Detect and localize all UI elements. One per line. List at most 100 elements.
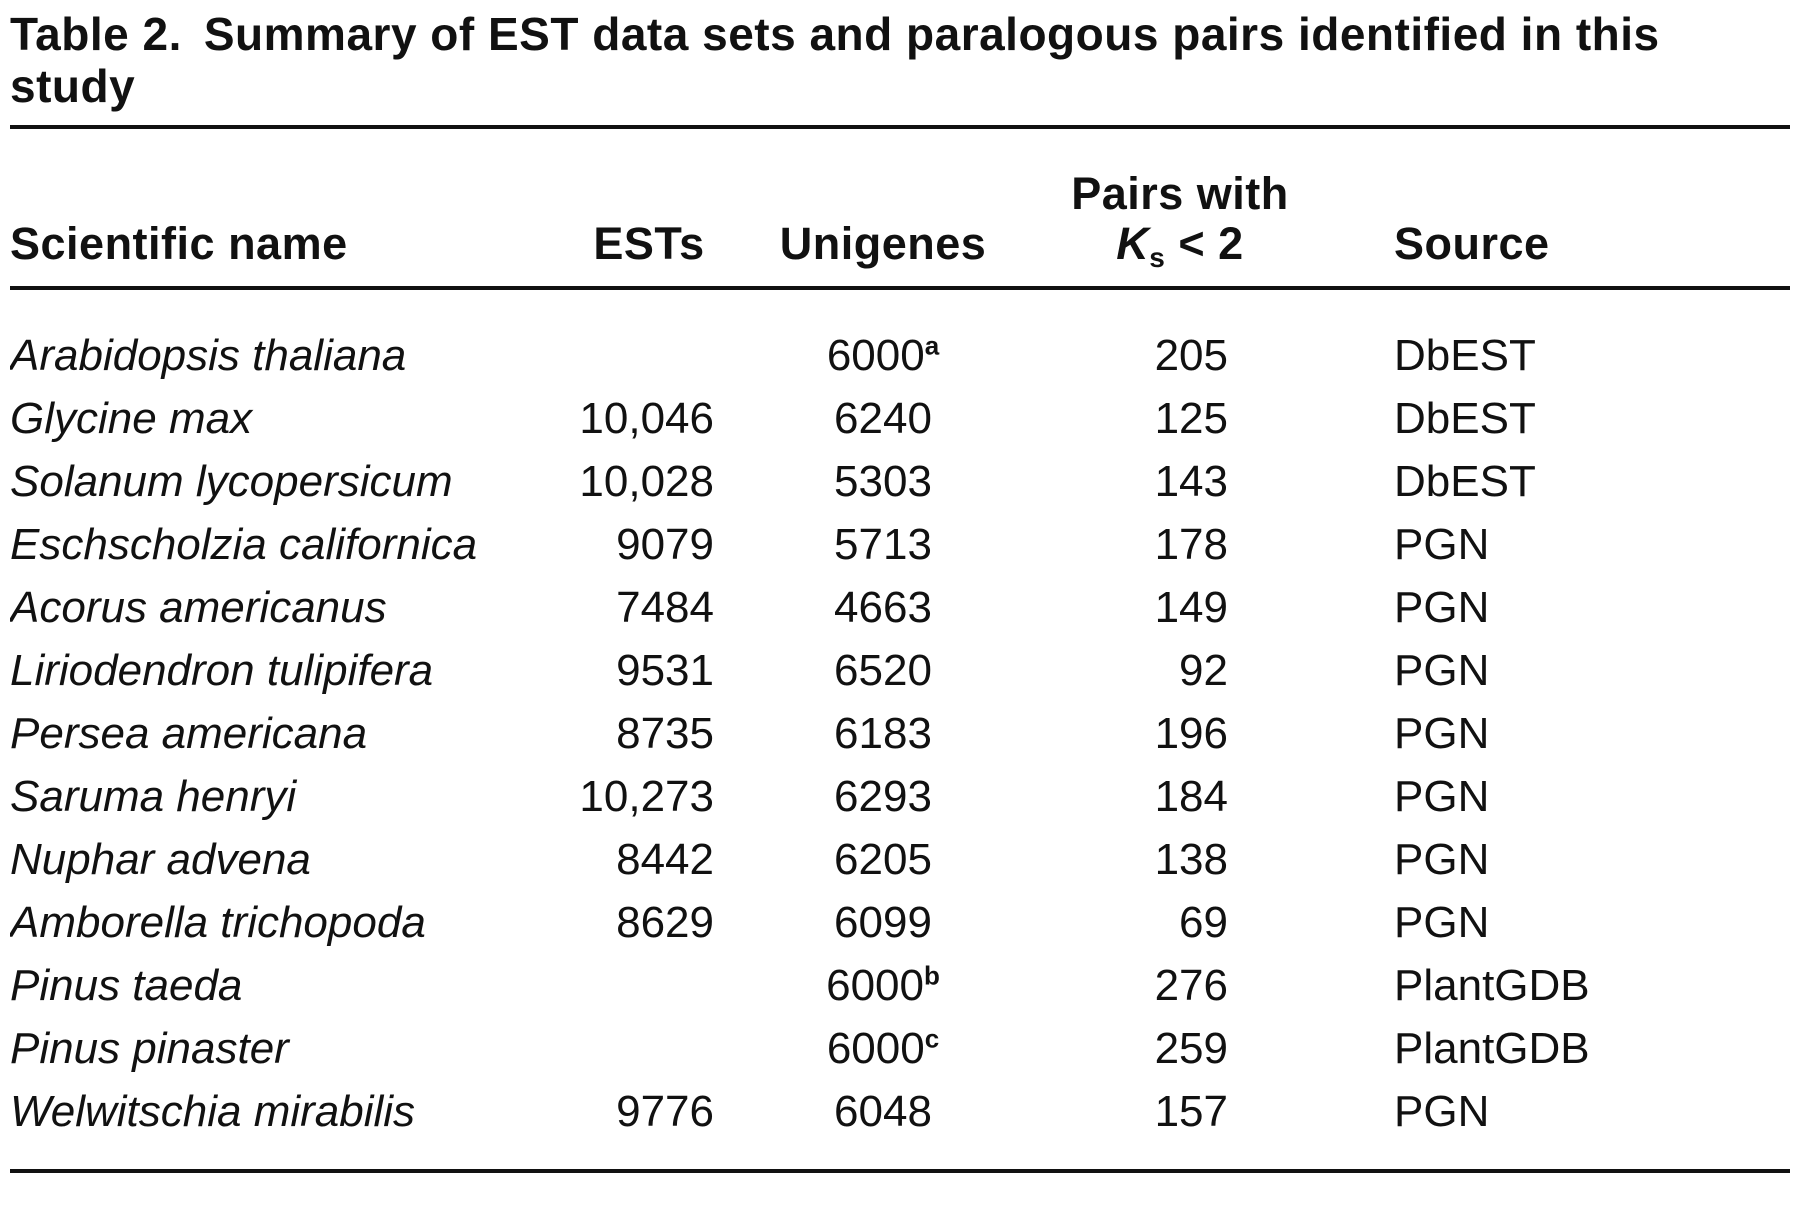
table-header-row: Scientific name ESTs Unigenes Pairs with… — [10, 129, 1790, 288]
unigenes-value: 6183 — [834, 708, 932, 758]
cell-unigenes: 6099 — [730, 891, 1036, 954]
ks-symbol: K — [1116, 218, 1150, 270]
scientific-name-text: Solanum lycopersicum — [10, 456, 453, 506]
cell-pairs: 125 — [1154, 393, 1228, 443]
scientific-name-text: Acorus americanus — [10, 582, 387, 632]
cell-ests: 7484 — [616, 582, 714, 632]
cell-ests: 9079 — [616, 519, 714, 569]
cell-ests — [568, 954, 730, 1017]
table-row: Nuphar advena 8442 6205 138 PGN — [10, 828, 1790, 891]
unigenes-value: 6099 — [834, 897, 932, 947]
unigenes-value: 6240 — [834, 393, 932, 443]
cell-scientific-name: Liriodendron tulipifera — [10, 639, 568, 702]
cell-ests: 8735 — [616, 708, 714, 758]
cell-source: PGN — [1394, 645, 1490, 695]
cell-source: PGN — [1394, 708, 1490, 758]
table-row: Acorus americanus 7484 4663 149 PGN — [10, 576, 1790, 639]
col-header-ests: ESTs — [593, 217, 705, 269]
table-row: Amborella trichopoda 8629 6099 69 PGN — [10, 891, 1790, 954]
unigenes-superscript: a — [924, 330, 940, 360]
cell-unigenes: 6240 — [730, 387, 1036, 450]
unigenes-value: 6000 — [826, 1023, 925, 1073]
title-divider-rule — [10, 124, 1790, 129]
cell-unigenes: 5303 — [730, 450, 1036, 513]
cell-scientific-name: Nuphar advena — [10, 828, 568, 891]
cell-unigenes: 6520 — [730, 639, 1036, 702]
unigenes-value: 6000 — [826, 330, 925, 380]
cell-pairs: 276 — [1154, 960, 1228, 1010]
pairs-header-line1: Pairs with — [1071, 167, 1289, 219]
unigenes-superscript: b — [924, 960, 940, 990]
cell-source: DbEST — [1394, 393, 1536, 443]
cell-scientific-name: Welwitschia mirabilis — [10, 1080, 568, 1171]
pairs-header-line2: Ks < 2 — [1036, 218, 1324, 272]
table-row: Saruma henryi 10,273 6293 184 PGN — [10, 765, 1790, 828]
cell-source: PGN — [1394, 771, 1490, 821]
cell-pairs: 149 — [1154, 582, 1228, 632]
col-header-unigenes: Unigenes — [779, 217, 987, 269]
cell-pairs: 259 — [1154, 1023, 1228, 1073]
unigenes-value: 5303 — [834, 456, 932, 506]
table-row: Glycine max 10,046 6240 125 DbEST — [10, 387, 1790, 450]
table-row: Solanum lycopersicum 10,028 5303 143 DbE… — [10, 450, 1790, 513]
cell-scientific-name: Arabidopsis thaliana — [10, 288, 568, 387]
table-row: Persea americana 8735 6183 196 PGN — [10, 702, 1790, 765]
cell-source: PGN — [1394, 519, 1490, 569]
cell-ests: 10,046 — [579, 393, 714, 443]
cell-scientific-name: Pinus pinaster — [10, 1017, 568, 1080]
scientific-name-text: Eschscholzia californica — [10, 519, 478, 569]
scientific-name-text: Persea americana — [10, 708, 368, 758]
cell-ests — [568, 1017, 730, 1080]
cell-pairs: 92 — [1179, 645, 1228, 695]
cell-source: PlantGDB — [1394, 1023, 1590, 1073]
table-title: Table 2. Summary of EST data sets and par… — [10, 8, 1790, 113]
est-summary-table: Scientific name ESTs Unigenes Pairs with… — [10, 129, 1790, 1173]
cell-ests — [568, 288, 730, 387]
cell-source: PGN — [1394, 1086, 1490, 1136]
cell-ests: 9776 — [616, 1086, 714, 1136]
cell-scientific-name: Solanum lycopersicum — [10, 450, 568, 513]
unigenes-value: 6205 — [834, 834, 932, 884]
table-number-label: Table 2. — [10, 8, 182, 60]
cell-pairs: 143 — [1154, 456, 1228, 506]
scientific-name-text: Amborella trichopoda — [10, 897, 426, 947]
cell-source: DbEST — [1394, 330, 1536, 380]
ks-subscript: s — [1149, 242, 1166, 274]
cell-source: DbEST — [1394, 456, 1536, 506]
cell-pairs: 205 — [1154, 330, 1228, 380]
col-header-scientific-name: Scientific name — [10, 217, 348, 269]
table-row: Welwitschia mirabilis 9776 6048 157 PGN — [10, 1080, 1790, 1171]
scientific-name-text: Nuphar advena — [10, 834, 311, 884]
ks-threshold: < 2 — [1165, 218, 1244, 270]
cell-ests: 10,273 — [579, 771, 714, 821]
table-caption-text: Summary of EST data sets and paralogous … — [10, 8, 1660, 113]
cell-source: PlantGDB — [1394, 960, 1590, 1010]
scientific-name-text: Arabidopsis thaliana — [10, 330, 407, 380]
cell-pairs: 196 — [1154, 708, 1228, 758]
scientific-name-text: Pinus taeda — [10, 960, 243, 1010]
cell-scientific-name: Amborella trichopoda — [10, 891, 568, 954]
cell-source: PGN — [1394, 834, 1490, 884]
unigenes-value: 6293 — [834, 771, 932, 821]
table-row: Arabidopsis thaliana 6000a 205 DbEST — [10, 288, 1790, 387]
cell-scientific-name: Eschscholzia californica — [10, 513, 568, 576]
cell-ests: 9531 — [616, 645, 714, 695]
table-row: Pinus taeda 6000b 276 PlantGDB — [10, 954, 1790, 1017]
cell-ests: 8629 — [616, 897, 714, 947]
cell-source: PGN — [1394, 897, 1490, 947]
cell-ests: 10,028 — [579, 456, 714, 506]
cell-unigenes: 6000c — [730, 1017, 1036, 1080]
cell-pairs: 138 — [1154, 834, 1228, 884]
unigenes-value: 4663 — [834, 582, 932, 632]
table-row: Pinus pinaster 6000c 259 PlantGDB — [10, 1017, 1790, 1080]
cell-pairs: 69 — [1179, 897, 1228, 947]
unigenes-superscript: c — [924, 1023, 940, 1053]
scientific-name-text: Liriodendron tulipifera — [10, 645, 434, 695]
scientific-name-text: Welwitschia mirabilis — [10, 1086, 416, 1136]
cell-source: PGN — [1394, 582, 1490, 632]
cell-unigenes: 4663 — [730, 576, 1036, 639]
col-header-pairs: Pairs with Ks < 2 — [1036, 129, 1324, 288]
cell-unigenes: 6048 — [730, 1080, 1036, 1171]
cell-pairs: 157 — [1154, 1086, 1228, 1136]
cell-unigenes: 6293 — [730, 765, 1036, 828]
